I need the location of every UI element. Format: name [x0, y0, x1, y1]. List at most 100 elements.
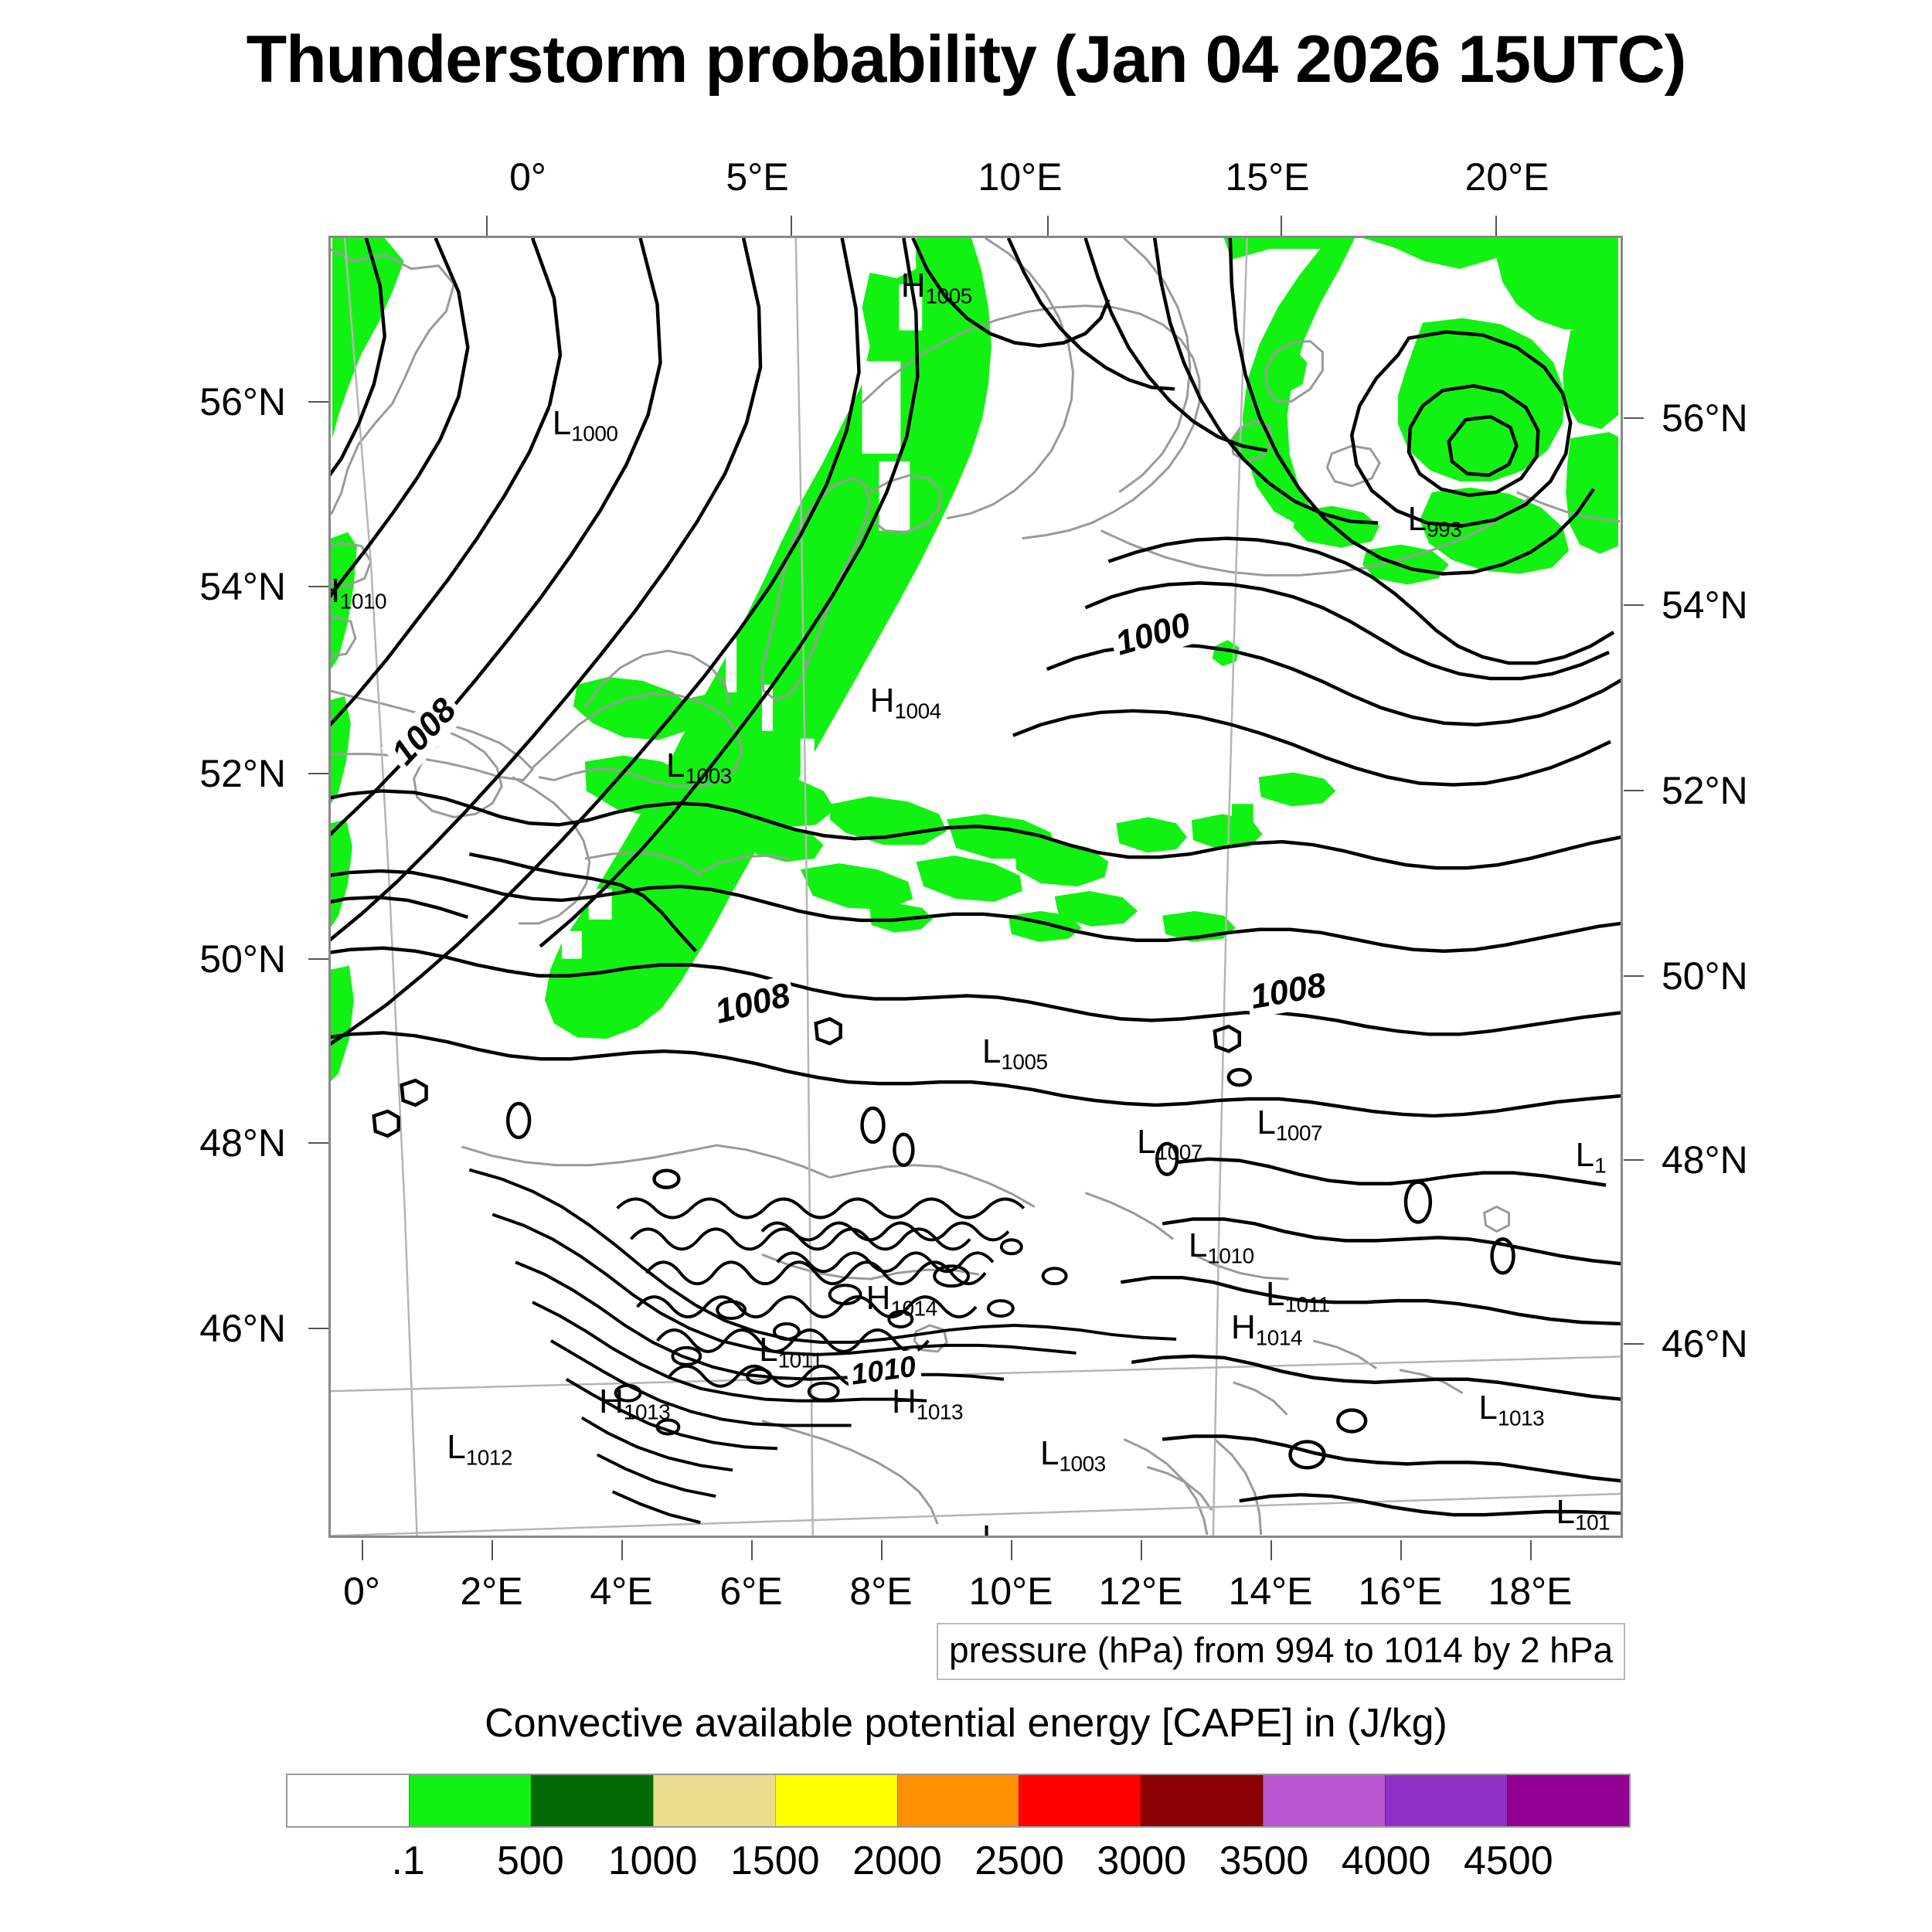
colorbar-caption: Convective available potential energy [C… [485, 1701, 1447, 1746]
tick-bottom-14 [1270, 1540, 1272, 1560]
pressure-interval-note: pressure (hPa) from 994 to 1014 by 2 hPa [937, 1623, 1626, 1680]
tick-right-50 [1624, 975, 1644, 977]
isobars [331, 238, 1621, 1524]
colorbar-tick-labels: .1 500 1000 1500 2000 2500 3000 3500 4000 4500 [286, 1838, 1631, 1892]
tick-bottom-4 [621, 1540, 623, 1560]
page-title: Thunderstorm probability (Jan 04 2026 15… [246, 22, 1687, 97]
axis-label-right-50: 50°N [1662, 954, 1748, 998]
tick-right-48 [1624, 1159, 1644, 1161]
pressure-center-L-1003-north: L1003 [665, 747, 732, 788]
tick-bottom-0 [362, 1540, 363, 1560]
colorbar-tick-3500: 3500 [1219, 1838, 1309, 1883]
axis-label-bottom-0: 0° [343, 1570, 380, 1613]
pressure-center-L-993: L993 [1407, 500, 1462, 542]
tick-bottom-18 [1530, 1540, 1532, 1560]
tick-right-54 [1624, 604, 1644, 606]
colorbar-cell-3[interactable] [652, 1775, 775, 1826]
colorbar-tick-.1: .1 [391, 1838, 425, 1883]
axis-label-bottom-4: 4°E [590, 1570, 653, 1613]
axis-label-right-54: 54°N [1662, 583, 1748, 627]
axis-label-bottom-2: 2°E [460, 1570, 523, 1613]
tick-bottom-8 [881, 1540, 883, 1560]
cape-colorbar[interactable] [286, 1774, 1631, 1828]
colorbar-cell-1[interactable] [408, 1775, 531, 1826]
colorbar-tick-3000: 3000 [1097, 1838, 1187, 1883]
tick-bottom-12 [1141, 1540, 1142, 1560]
colorbar-cell-10[interactable] [1507, 1775, 1629, 1826]
colorbar-tick-2000: 2000 [852, 1838, 942, 1883]
colorbar-tick-4000: 4000 [1341, 1838, 1431, 1883]
axis-label-bottom-10: 10°E [968, 1570, 1053, 1613]
colorbar-cell-6[interactable] [1019, 1775, 1141, 1826]
colorbar-cell-9[interactable] [1385, 1775, 1508, 1826]
colorbar-cell-5[interactable] [896, 1775, 1019, 1826]
pressure-center-L-1012: L1012 [447, 1427, 512, 1470]
tick-right-56 [1624, 417, 1644, 419]
axis-label-top-5: 5°E [726, 155, 789, 199]
pressure-center-L-1001-east: L1001 [981, 1519, 1002, 1538]
axis-label-right-46: 46°N [1662, 1322, 1748, 1366]
pressure-center-H-1010: H1010 [331, 573, 387, 613]
pressure-center-H-1004: H1004 [869, 682, 942, 723]
pressure-center-H-1013-east: H1013 [892, 1382, 964, 1424]
pressure-center-H-1014-west: H1014 [866, 1278, 938, 1320]
colorbar-tick-500: 500 [496, 1838, 564, 1883]
pressure-center-L-1005: L1005 [981, 1032, 1048, 1073]
tick-bottom-6 [751, 1540, 753, 1560]
colorbar-tick-1000: 1000 [607, 1838, 698, 1883]
pressure-center-L-1007-east: L1007 [1257, 1103, 1323, 1145]
cape-shading [331, 238, 1619, 1082]
tick-left-54 [308, 586, 328, 587]
axis-label-bottom-6: 6°E [719, 1570, 783, 1613]
axis-label-bottom-12: 12°E [1098, 1570, 1183, 1613]
pressure-center-L-1010: L1010 [1188, 1226, 1254, 1268]
colorbar-tick-2500: 2500 [975, 1838, 1064, 1883]
pressure-center-L-1011-east: L1011 [1266, 1274, 1330, 1316]
axis-label-top-15: 15°E [1225, 155, 1310, 199]
tick-top-15 [1281, 216, 1282, 236]
axis-label-bottom-18: 18°E [1488, 1570, 1573, 1613]
pressure-center-L-1-clipped: L1 [1575, 1135, 1607, 1178]
colorbar-cell-7[interactable] [1141, 1775, 1264, 1826]
axis-label-bottom-14: 14°E [1228, 1570, 1313, 1613]
tick-bottom-16 [1400, 1540, 1402, 1560]
axis-label-bottom-8: 8°E [849, 1570, 913, 1613]
tick-left-50 [308, 958, 328, 960]
tick-top-5 [791, 216, 792, 236]
tick-right-52 [1624, 790, 1644, 791]
colorbar-cell-8[interactable] [1263, 1775, 1386, 1826]
colorbar-tick-4500: 4500 [1463, 1838, 1553, 1883]
pressure-center-L-1007-west: L1007 [1137, 1123, 1202, 1165]
tick-left-56 [308, 401, 328, 403]
colorbar-cell-2[interactable] [530, 1775, 653, 1826]
axis-label-left-52: 52°N [199, 752, 286, 795]
pressure-center-H-1013-west: H1013 [599, 1382, 671, 1424]
tick-left-52 [308, 773, 328, 774]
axis-label-left-50: 50°N [199, 937, 286, 981]
pressure-center-L-1011-west: L1011 [759, 1330, 823, 1372]
map-canvas [331, 238, 1621, 1536]
tick-bottom-10 [1011, 1540, 1012, 1560]
axis-label-left-56: 56°N [199, 380, 286, 423]
pressure-center-L-1013-southeast: L1013 [1478, 1389, 1545, 1430]
axis-label-left-46: 46°N [199, 1307, 286, 1350]
tick-top-20 [1495, 216, 1497, 236]
colorbar-cell-0[interactable] [287, 1775, 409, 1826]
pressure-center-L-1003-alps: L1003 [1039, 1434, 1106, 1476]
tick-bottom-2 [492, 1540, 493, 1560]
axis-label-top-10: 10°E [978, 155, 1063, 199]
tick-top-0 [486, 216, 488, 236]
tick-right-46 [1624, 1343, 1644, 1345]
tick-left-46 [308, 1328, 328, 1329]
colorbar-cell-4[interactable] [774, 1775, 897, 1826]
axis-label-top-20: 20°E [1464, 155, 1549, 199]
tick-left-48 [308, 1142, 328, 1144]
tick-top-10 [1047, 216, 1049, 236]
axis-label-right-48: 48°N [1662, 1138, 1748, 1182]
pressure-center-L-101-clipped: L101 [1556, 1492, 1611, 1535]
pressure-center-H-1014-east: H1014 [1230, 1308, 1303, 1350]
axis-label-top-0: 0° [509, 155, 546, 199]
axis-label-right-56: 56°N [1662, 396, 1748, 440]
map-plot-area[interactable]: L1000 H1005 L993 H1010 H1004 L1003 L1005… [328, 236, 1623, 1538]
